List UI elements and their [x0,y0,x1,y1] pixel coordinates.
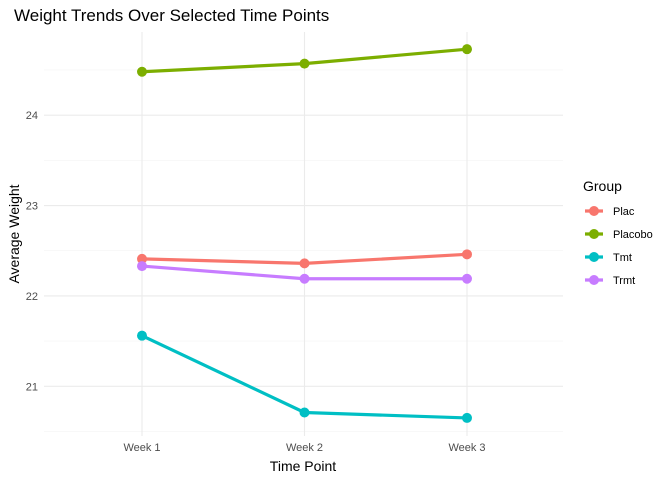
legend-key-point [589,252,599,262]
legend-label: Placobo [613,229,653,241]
chart-title: Weight Trends Over Selected Time Points [14,6,329,25]
legend-key-point [589,229,599,239]
x-axis-ticks: Week 1 Week 2 Week 3 [123,442,485,454]
data-point [299,58,310,69]
legend-key-point [589,206,599,216]
data-point [299,407,310,418]
x-tick-label: Week 3 [448,442,485,454]
legend-key-point [589,275,599,285]
data-point [299,258,310,269]
data-point [299,273,310,284]
y-axis-title: Average Weight [6,184,22,283]
x-tick-label: Week 1 [123,442,160,454]
data-point [462,273,472,284]
data-point [462,44,472,55]
legend-label: Plac [613,206,635,218]
data-point [137,261,147,272]
y-tick-label: 22 [26,291,38,303]
data-point [462,412,472,423]
y-tick-label: 24 [26,110,38,122]
plot-series [137,44,472,423]
y-tick-label: 23 [26,201,38,213]
legend-label: Tmt [613,252,632,264]
legend-label: Trmt [613,275,635,287]
legend-title: Group [583,178,622,194]
y-axis-ticks: 21 22 23 24 [26,110,38,393]
data-point [137,330,147,341]
x-tick-label: Week 2 [286,442,323,454]
data-point [137,253,147,264]
y-tick-label: 21 [26,381,38,393]
legend: Group Plac Placobo Tmt Trmt [583,178,653,287]
data-point [462,249,472,260]
data-point [137,66,147,77]
plot-grid [44,32,563,436]
x-axis-title: Time Point [270,458,337,474]
